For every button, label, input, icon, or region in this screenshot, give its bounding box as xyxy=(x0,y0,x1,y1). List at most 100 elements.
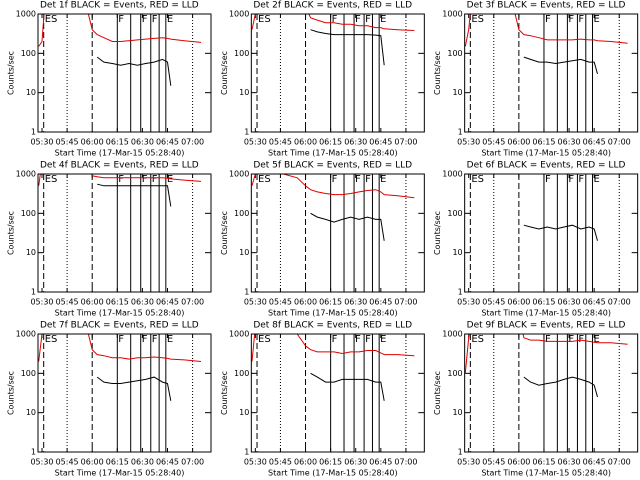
x-tick-label: 06:45 xyxy=(583,138,606,147)
series-line xyxy=(96,56,172,86)
panel: Det 4f BLACK = Events, RED = LLD Start Ti… xyxy=(7,161,212,318)
x-axis-label: Start Time (17-Mar-15 05:28:40) xyxy=(55,309,185,318)
marker-label: F xyxy=(365,334,371,345)
marker-label: F xyxy=(118,14,124,25)
y-tick-label: 10 xyxy=(26,88,36,97)
y-tick-label: 10 xyxy=(26,408,36,417)
chart-title: Det 7f BLACK = Events, RED = LLD xyxy=(40,321,199,331)
x-tick-label: 07:00 xyxy=(394,458,417,467)
x-tick-label: 05:45 xyxy=(269,138,292,147)
marker-label: F xyxy=(578,174,584,185)
series-line xyxy=(310,29,385,66)
x-axis-label: Start Time (17-Mar-15 05:28:40) xyxy=(481,469,611,478)
x-axis-label: Start Time (17-Mar-15 05:28:40) xyxy=(268,309,398,318)
x-tick-label: 06:45 xyxy=(156,298,179,307)
x-tick-label: 06:45 xyxy=(369,138,392,147)
x-tick-label: 05:45 xyxy=(269,298,292,307)
y-tick-label: 100 xyxy=(234,369,249,378)
series-line xyxy=(464,334,628,374)
y-tick-label: 100 xyxy=(234,209,249,218)
series-line xyxy=(38,14,202,47)
y-tick-label: 1000 xyxy=(16,330,36,339)
x-tick-label: 06:30 xyxy=(558,298,581,307)
x-tick-label: 06:30 xyxy=(131,138,154,147)
marker-label: ES xyxy=(471,334,484,345)
x-tick-label: 05:45 xyxy=(482,458,505,467)
x-tick-label: 07:00 xyxy=(394,298,417,307)
y-tick-label: 1000 xyxy=(442,330,462,339)
x-tick-label: 05:45 xyxy=(482,298,505,307)
y-tick-label: 1 xyxy=(458,128,463,137)
plot-frame xyxy=(464,173,639,293)
y-tick-label: 1000 xyxy=(442,170,462,179)
x-tick-label: 06:45 xyxy=(156,138,179,147)
marker-label: E xyxy=(167,14,173,25)
series-line xyxy=(97,183,172,207)
marker-label: ES xyxy=(471,14,484,25)
x-tick-label: 07:00 xyxy=(608,458,631,467)
x-tick-label: 05:45 xyxy=(269,458,292,467)
x-tick-label: 06:45 xyxy=(583,458,606,467)
marker-label: F xyxy=(545,334,551,345)
x-tick-label: 06:15 xyxy=(532,298,555,307)
marker-label: ES xyxy=(471,174,484,185)
x-tick-label: 07:00 xyxy=(608,298,631,307)
x-tick-label: 06:00 xyxy=(81,458,104,467)
x-tick-label: 06:15 xyxy=(532,138,555,147)
marker-label: F xyxy=(152,334,158,345)
x-tick-label: 06:30 xyxy=(131,298,154,307)
marker-label: F xyxy=(118,174,124,185)
x-tick-label: 05:45 xyxy=(56,458,79,467)
x-tick-label: 06:00 xyxy=(294,458,317,467)
marker-label: F xyxy=(365,14,371,25)
marker-label: ES xyxy=(258,334,271,345)
panel: Det 6f BLACK = Events, RED = LLD Start Ti… xyxy=(433,161,639,318)
marker-label: F xyxy=(568,174,574,185)
marker-label: ES xyxy=(45,14,58,25)
y-tick-label: 1 xyxy=(458,288,463,297)
x-axis-label: Start Time (17-Mar-15 05:28:40) xyxy=(481,309,611,318)
x-tick-label: 06:15 xyxy=(532,458,555,467)
series-line xyxy=(251,174,415,199)
y-tick-label: 100 xyxy=(447,209,462,218)
x-tick-label: 05:30 xyxy=(30,298,53,307)
marker-label: F xyxy=(118,334,124,345)
x-tick-label: 05:45 xyxy=(56,138,79,147)
y-tick-label: 100 xyxy=(21,209,36,218)
x-tick-label: 06:30 xyxy=(558,458,581,467)
x-axis-label: Start Time (17-Mar-15 05:28:40) xyxy=(55,469,185,478)
y-tick-label: 1000 xyxy=(229,170,249,179)
marker-label: F xyxy=(355,174,361,185)
marker-label: F xyxy=(142,174,148,185)
x-tick-label: 05:45 xyxy=(482,138,505,147)
y-axis-label: Counts/sec xyxy=(7,371,16,415)
x-axis-label: Start Time (17-Mar-15 05:28:40) xyxy=(268,149,398,158)
x-tick-label: 05:30 xyxy=(457,138,480,147)
chart-title: Det 2f BLACK = Events, RED = LLD xyxy=(253,1,412,11)
x-tick-label: 07:00 xyxy=(608,138,631,147)
y-tick-label: 10 xyxy=(26,248,36,257)
marker-label: F xyxy=(578,334,584,345)
chart-title: Det 3f BLACK = Events, RED = LLD xyxy=(467,1,626,11)
series-line xyxy=(38,174,202,186)
panel: Det 3f BLACK = Events, RED = LLD Start Ti… xyxy=(433,1,639,158)
marker-label: E xyxy=(380,174,386,185)
y-tick-label: 10 xyxy=(239,248,249,257)
series-line xyxy=(523,56,598,75)
plot-frame xyxy=(250,13,425,133)
x-tick-label: 06:30 xyxy=(558,138,581,147)
marker-label: F xyxy=(578,14,584,25)
marker-label: F xyxy=(152,14,158,25)
y-tick-label: 10 xyxy=(239,88,249,97)
marker-label: F xyxy=(355,334,361,345)
x-tick-label: 06:30 xyxy=(131,458,154,467)
panel: Det 1f BLACK = Events, RED = LLD Start Ti… xyxy=(7,1,212,158)
x-tick-label: 05:30 xyxy=(457,298,480,307)
panel: Det 5f BLACK = Events, RED = LLD Start Ti… xyxy=(220,161,425,318)
x-tick-label: 07:00 xyxy=(181,298,204,307)
series-line xyxy=(251,14,415,31)
y-tick-label: 10 xyxy=(452,408,462,417)
x-tick-label: 05:30 xyxy=(244,458,267,467)
marker-label: ES xyxy=(45,174,58,185)
marker-label: F xyxy=(365,174,371,185)
